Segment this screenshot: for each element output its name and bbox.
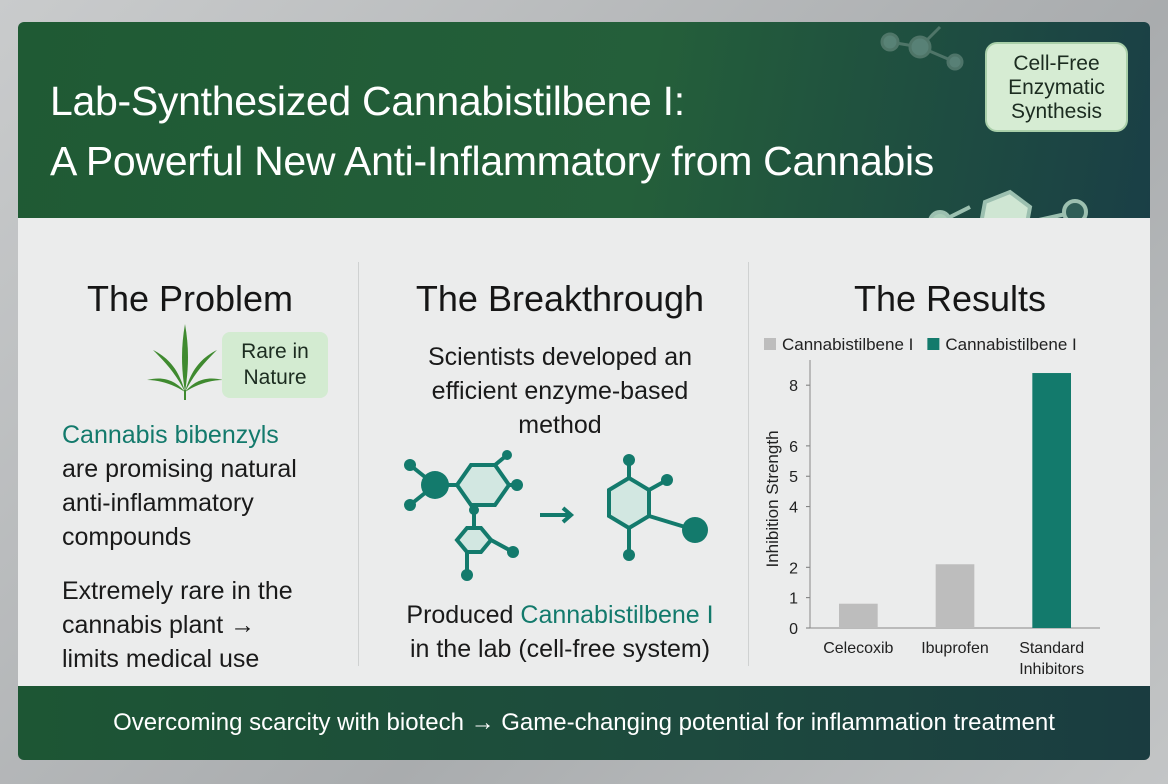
divider (358, 262, 359, 666)
title-line-2: A Powerful New Anti-Inflammatory from Ca… (50, 138, 934, 184)
y-tick-label: 5 (789, 469, 798, 486)
text-line: in the lab (cell-free system) (409, 635, 711, 663)
highlight: Cannabistilbene I (520, 601, 714, 629)
text-line: efficient enzyme-based (431, 377, 689, 405)
heading: The Problem (86, 278, 294, 319)
tag-line: Rare in (241, 340, 309, 363)
y-axis-label: Inhibition Strength (763, 430, 782, 567)
x-tick-label: Celecoxib (823, 640, 893, 657)
legend-label: Cannabistilbene I (782, 335, 913, 354)
text-line: anti-inflammatory (62, 489, 254, 517)
y-tick-label: 2 (789, 560, 798, 577)
text: Produced (406, 601, 514, 629)
bar (1032, 373, 1071, 628)
header (18, 22, 1150, 218)
breakthrough-text: Scientists developed an efficient enzyme… (370, 340, 750, 442)
reaction-icon (404, 450, 708, 581)
text-line: method (518, 411, 602, 439)
bar (839, 603, 878, 628)
problem-text-2: Extremely rare in the cannabis plant → l… (62, 574, 293, 676)
x-tick-label: Ibuprofen (921, 640, 989, 657)
breakthrough-result: Produced Cannabistilbene I in the lab (c… (370, 598, 750, 666)
chart: Cannabistilbene I Cannabistilbene I Inhibi… (763, 335, 1100, 678)
text-line: Extremely rare in the (62, 577, 293, 605)
badge-line: Enzymatic (1008, 76, 1105, 99)
y-tick-label: 4 (789, 500, 798, 517)
y-tick-label: 0 (789, 621, 798, 638)
y-tick-label: 8 (789, 378, 798, 395)
legend-swatch (927, 338, 940, 350)
text-line: cannabis plant → (62, 611, 256, 639)
text-line: Produced Cannabistilbene I (370, 598, 750, 632)
highlight: Cannabis bibenzyls (62, 421, 279, 449)
heading: The Breakthrough (415, 278, 705, 319)
text-line: Scientists developed an (427, 343, 693, 371)
legend-label: Cannabistilbene I (945, 335, 1076, 354)
badge-line: Synthesis (1010, 100, 1103, 123)
divider (748, 262, 749, 666)
bar (935, 564, 975, 628)
legend-swatch (764, 338, 776, 350)
text-line: are promising natural (62, 455, 297, 483)
badge: Cell-Free Enzymatic Synthesis (985, 42, 1128, 132)
text-line: compounds (62, 523, 192, 551)
text-line: limits medical use (62, 645, 260, 673)
y-tick-label: 6 (789, 439, 798, 456)
y-tick-label: 1 (789, 591, 798, 608)
problem-text: Cannabis bibenzyls are promising natural… (62, 418, 297, 554)
tag-line: Nature (243, 366, 307, 389)
x-tick-label: Standard Inhibitors (1019, 640, 1084, 678)
badge-line: Cell-Free (1013, 52, 1100, 75)
footer: Overcoming scarcity with biotech → Game-… (18, 686, 1150, 760)
leaf-icon (147, 324, 223, 400)
heading: The Results (853, 278, 1047, 319)
tag: Rare in Nature (222, 332, 328, 398)
title-line-1: Lab-Synthesized Cannabistilbene I: (50, 78, 685, 124)
